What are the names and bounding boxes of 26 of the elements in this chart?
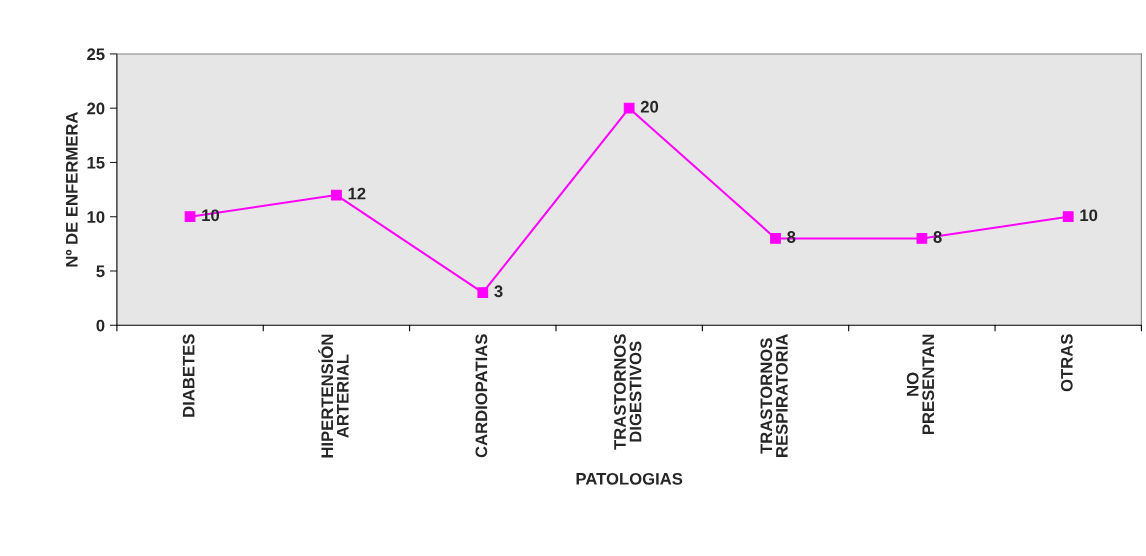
- x-axis-title: PATOLOGIAS: [576, 472, 683, 485]
- data-label: 20: [640, 100, 659, 113]
- x-tick-label: NO PRESENTAN: [906, 334, 935, 435]
- data-label: 3: [494, 285, 503, 298]
- y-tick-label: 0: [96, 319, 105, 332]
- x-tick-label: TRASTORNOS RESPIRATORIA: [760, 334, 788, 457]
- x-tick-label: CARDIOPATIAS: [475, 334, 488, 458]
- point: [331, 189, 342, 201]
- y-axis-title: Nº DE ENFERMERA: [65, 111, 78, 267]
- point: [184, 211, 196, 223]
- point: [1062, 211, 1074, 223]
- y-tick-label: 5: [96, 265, 105, 278]
- y-tick-label: 10: [87, 211, 105, 223]
- point: [770, 233, 781, 244]
- point: [623, 102, 635, 114]
- x-tick-label: OTRAS: [1060, 334, 1073, 392]
- point: [916, 233, 928, 244]
- y-tick-label: 25: [87, 48, 105, 61]
- y-tick-label: 20: [87, 102, 105, 115]
- x-tick-label: HIPERTENSIÓN ARTERIAL: [318, 334, 349, 458]
- data-label: 10: [1080, 209, 1098, 222]
- x-tick-label: DIABETES: [182, 334, 195, 417]
- y-tick-label: 15: [87, 157, 105, 169]
- point: [477, 287, 489, 299]
- x-tick-label: TRASTORNOS DIGESTIVOS: [614, 334, 642, 450]
- data-label: 12: [348, 187, 366, 200]
